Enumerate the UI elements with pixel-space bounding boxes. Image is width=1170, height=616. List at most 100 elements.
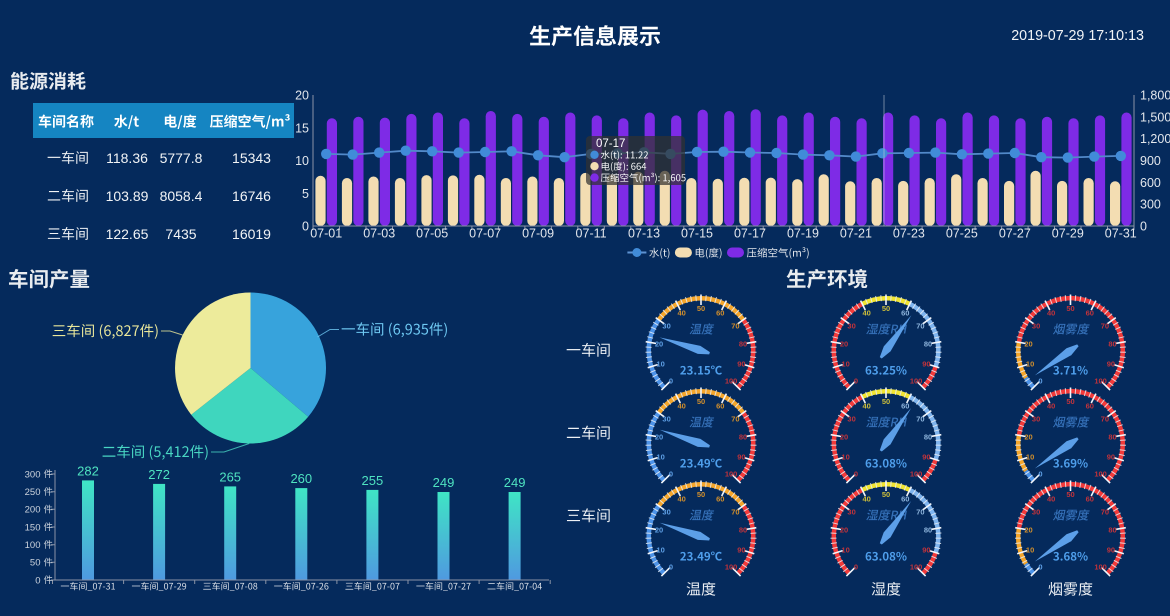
svg-text:30: 30 — [1032, 321, 1040, 330]
svg-text:300: 300 — [25, 469, 41, 480]
svg-text:0: 0 — [854, 562, 858, 571]
svg-text:07-13: 07-13 — [628, 227, 660, 241]
svg-text:90: 90 — [1107, 452, 1115, 461]
svg-text:60: 60 — [1086, 494, 1094, 503]
svg-text:300: 300 — [1140, 198, 1161, 212]
svg-text:0: 0 — [669, 376, 673, 385]
svg-text:5777.8: 5777.8 — [160, 150, 203, 166]
svg-text:30: 30 — [662, 507, 670, 516]
svg-text:30: 30 — [1032, 414, 1040, 423]
svg-text:50: 50 — [882, 397, 890, 406]
svg-text:80: 80 — [1108, 433, 1116, 442]
svg-text:0: 0 — [854, 376, 858, 385]
svg-text:10: 10 — [841, 359, 849, 368]
svg-text:80: 80 — [739, 433, 747, 442]
svg-text:30: 30 — [1032, 507, 1040, 516]
svg-text:50: 50 — [1066, 490, 1074, 499]
svg-text:1,200: 1,200 — [1140, 132, 1170, 146]
svg-text:7435: 7435 — [165, 226, 196, 242]
svg-text:20: 20 — [655, 340, 663, 349]
svg-text:07-17: 07-17 — [734, 227, 766, 241]
svg-text:20: 20 — [655, 433, 663, 442]
svg-text:0: 0 — [669, 469, 673, 478]
svg-text:900: 900 — [1140, 154, 1161, 168]
svg-text:50: 50 — [1066, 304, 1074, 313]
svg-text:40: 40 — [863, 494, 871, 503]
svg-text:100: 100 — [725, 562, 738, 571]
svg-text:07-31: 07-31 — [1105, 227, 1137, 241]
svg-text:100: 100 — [1094, 469, 1107, 478]
svg-text:30: 30 — [847, 414, 855, 423]
svg-text:100: 100 — [910, 376, 923, 385]
svg-text:40: 40 — [1047, 308, 1055, 317]
svg-text:07-11: 07-11 — [576, 227, 607, 241]
svg-text:70: 70 — [916, 321, 924, 330]
svg-text:30: 30 — [847, 507, 855, 516]
svg-text:40: 40 — [863, 308, 871, 317]
svg-text:90: 90 — [922, 545, 930, 554]
svg-text:16019: 16019 — [232, 226, 271, 242]
svg-text:07-29: 07-29 — [1052, 227, 1084, 241]
svg-text:20: 20 — [295, 89, 309, 103]
svg-text:60: 60 — [901, 401, 909, 410]
svg-text:20: 20 — [1024, 433, 1032, 442]
svg-text:60: 60 — [716, 401, 724, 410]
svg-text:20: 20 — [840, 433, 848, 442]
svg-text:20: 20 — [1024, 340, 1032, 349]
svg-text:5: 5 — [302, 187, 309, 201]
svg-text:100: 100 — [25, 540, 41, 551]
svg-text:10: 10 — [841, 545, 849, 554]
svg-text:70: 70 — [1101, 507, 1109, 516]
svg-text:100: 100 — [1094, 376, 1107, 385]
svg-text:10: 10 — [656, 545, 664, 554]
svg-text:70: 70 — [731, 507, 739, 516]
svg-text:07-27: 07-27 — [999, 227, 1031, 241]
svg-text:90: 90 — [737, 452, 745, 461]
svg-text:103.89: 103.89 — [106, 188, 149, 204]
svg-text:80: 80 — [739, 340, 747, 349]
svg-text:0: 0 — [1038, 376, 1042, 385]
svg-text:30: 30 — [847, 321, 855, 330]
svg-text:282: 282 — [77, 463, 99, 478]
svg-text:249: 249 — [433, 475, 455, 490]
svg-text:100: 100 — [910, 469, 923, 478]
svg-text:70: 70 — [731, 321, 739, 330]
svg-text:100: 100 — [910, 562, 923, 571]
svg-text:07-05: 07-05 — [416, 227, 448, 241]
svg-text:40: 40 — [678, 308, 686, 317]
svg-text:30: 30 — [662, 321, 670, 330]
svg-text:0: 0 — [35, 575, 40, 586]
svg-text:16746: 16746 — [232, 188, 271, 204]
svg-text:50: 50 — [882, 490, 890, 499]
svg-text:249: 249 — [504, 475, 526, 490]
svg-text:50: 50 — [30, 558, 41, 569]
svg-text:50: 50 — [697, 397, 705, 406]
svg-text:0: 0 — [302, 220, 309, 234]
svg-text:07-17: 07-17 — [596, 138, 625, 150]
svg-text:100: 100 — [1094, 562, 1107, 571]
svg-text:10: 10 — [295, 154, 309, 168]
svg-text:200: 200 — [25, 505, 41, 516]
svg-text:40: 40 — [1047, 401, 1055, 410]
svg-text:122.65: 122.65 — [106, 226, 149, 242]
svg-text:07-03: 07-03 — [363, 227, 395, 241]
svg-text:15343: 15343 — [232, 150, 271, 166]
svg-text:90: 90 — [737, 545, 745, 554]
svg-text:60: 60 — [901, 308, 909, 317]
svg-text:1,500: 1,500 — [1140, 110, 1170, 124]
svg-text:10: 10 — [1026, 452, 1034, 461]
svg-text:255: 255 — [362, 473, 384, 488]
svg-text:10: 10 — [841, 452, 849, 461]
svg-text:260: 260 — [290, 471, 312, 486]
svg-text:50: 50 — [697, 304, 705, 313]
svg-text:0: 0 — [1038, 469, 1042, 478]
svg-text:250: 250 — [25, 487, 41, 498]
svg-text:70: 70 — [1101, 414, 1109, 423]
svg-text:07-23: 07-23 — [893, 227, 925, 241]
svg-text:100: 100 — [725, 469, 738, 478]
svg-text:70: 70 — [916, 414, 924, 423]
svg-text:70: 70 — [916, 507, 924, 516]
svg-text:60: 60 — [716, 494, 724, 503]
svg-text:07-25: 07-25 — [946, 227, 978, 241]
svg-text:15: 15 — [295, 121, 309, 135]
